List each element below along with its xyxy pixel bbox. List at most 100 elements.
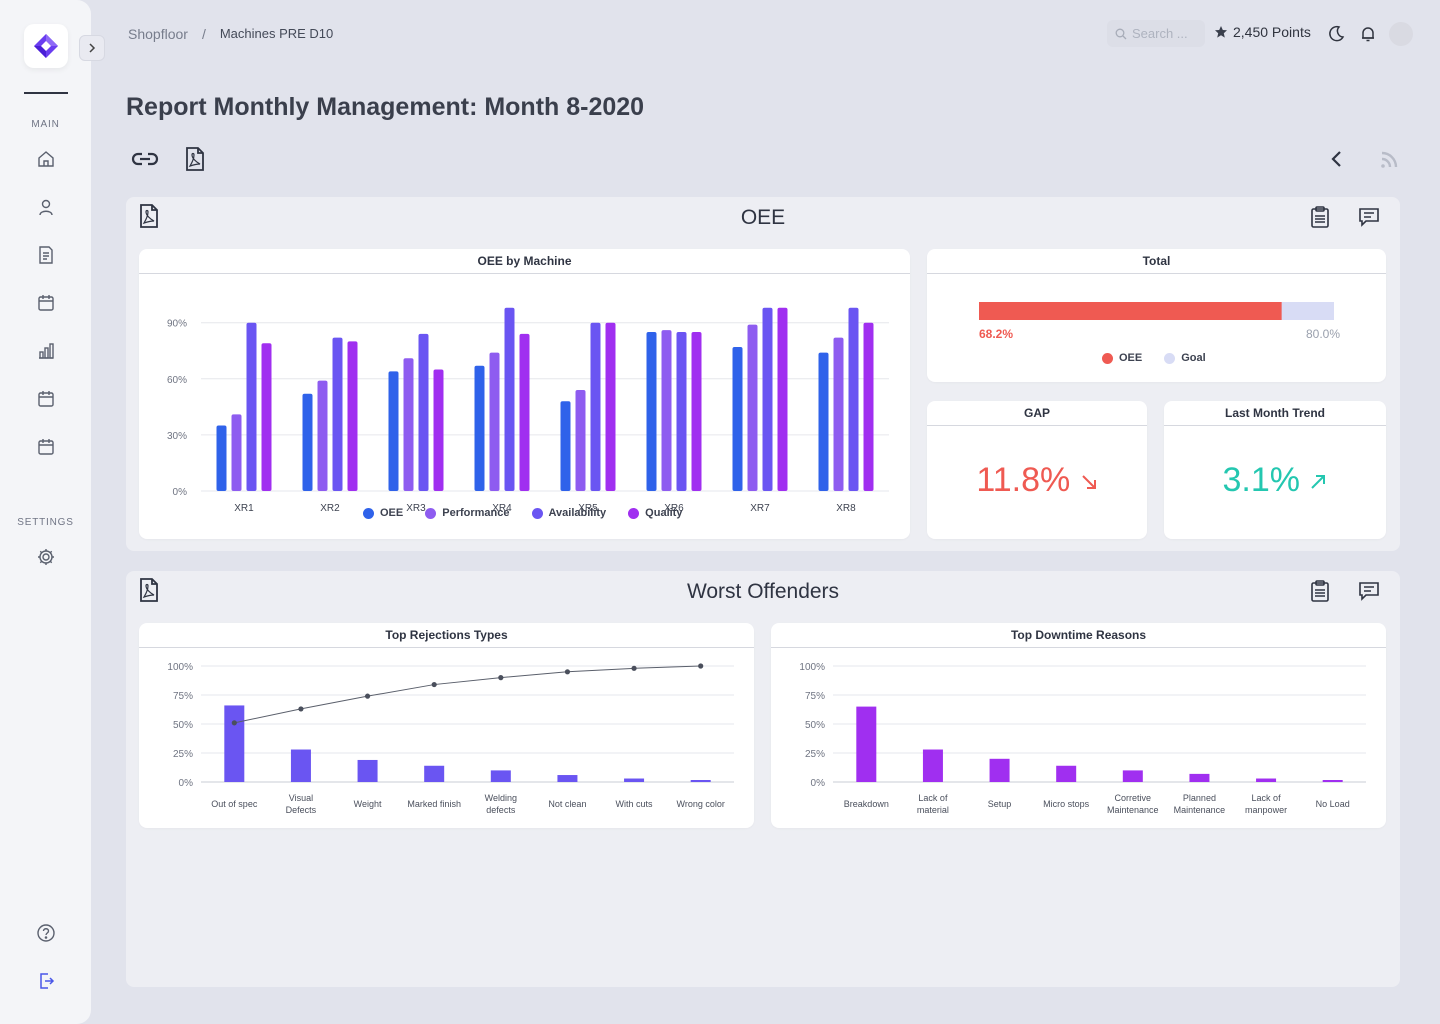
legend-swatch bbox=[425, 507, 437, 519]
breadcrumb: Shopfloor / Machines PRE D10 bbox=[128, 26, 333, 42]
calendar-icon[interactable] bbox=[34, 387, 58, 411]
bar-availability-xr1 bbox=[246, 322, 257, 491]
calendar-icon[interactable] bbox=[34, 435, 58, 459]
search-input[interactable] bbox=[1132, 26, 1202, 41]
cumulative-line bbox=[234, 665, 701, 724]
help-icon[interactable] bbox=[34, 921, 58, 945]
bar-oee-xr8 bbox=[818, 352, 829, 491]
calendar-icon[interactable] bbox=[34, 291, 58, 315]
x-tick-label: XR6 bbox=[664, 503, 684, 514]
bar-visual-defects bbox=[290, 749, 311, 782]
x-tick-label: Lack of bbox=[918, 793, 948, 803]
legend-swatch bbox=[363, 507, 374, 519]
worst-offenders-section: Worst Offenders Top Rejections Types 0% 2… bbox=[126, 571, 1400, 987]
logo[interactable] bbox=[24, 24, 68, 68]
y-tick-label: 30% bbox=[167, 431, 187, 442]
bar-welding-defects bbox=[490, 770, 511, 782]
clipboard-icon[interactable] bbox=[1307, 578, 1333, 604]
dark-mode-icon[interactable] bbox=[1325, 23, 1347, 45]
top-downtime-chart: 0% 25% 50% 75% 100% Breakdown Lack of material S… bbox=[799, 662, 1366, 815]
avatar[interactable] bbox=[1389, 22, 1413, 46]
y-tick-label: 75% bbox=[173, 691, 193, 702]
bar-quality-xr1 bbox=[261, 343, 272, 491]
bar-not-clean bbox=[557, 775, 578, 782]
comment-icon[interactable] bbox=[1356, 578, 1382, 604]
x-tick-label: Not clean bbox=[548, 799, 586, 809]
legend-swatch bbox=[531, 507, 543, 519]
bar-quality-xr4 bbox=[519, 333, 530, 491]
clipboard-icon[interactable] bbox=[1307, 204, 1333, 230]
logo-icon bbox=[34, 34, 58, 58]
comment-icon[interactable] bbox=[1356, 204, 1382, 230]
total-card: Total 68.2% 80.0% OEE Goal bbox=[927, 249, 1386, 382]
legend-oee[interactable]: OEE bbox=[1102, 352, 1142, 364]
pdf-icon[interactable] bbox=[136, 577, 162, 603]
bar-performance-xr5 bbox=[575, 390, 586, 491]
arrow-down-right-icon bbox=[1081, 475, 1096, 489]
pdf-icon[interactable] bbox=[180, 144, 210, 174]
legend-quality[interactable]: Quality bbox=[628, 507, 682, 519]
top-rejections-card: Top Rejections Types 0% 25% 50% 75% 100% Out … bbox=[139, 623, 754, 828]
legend-oee[interactable]: OEE bbox=[363, 507, 403, 519]
link-icon[interactable] bbox=[130, 144, 160, 174]
total-legend: OEE Goal bbox=[1102, 352, 1206, 364]
document-icon[interactable] bbox=[34, 243, 58, 267]
y-tick-label: 0% bbox=[811, 778, 826, 789]
search-icon bbox=[1115, 28, 1127, 39]
bell-icon[interactable] bbox=[1357, 23, 1379, 45]
bar-quality-xr7 bbox=[777, 307, 788, 491]
rss-icon[interactable] bbox=[1374, 145, 1404, 175]
sidebar-expand-button[interactable] bbox=[79, 35, 105, 61]
bar-performance-xr3 bbox=[403, 358, 414, 491]
bar-availability-xr5 bbox=[590, 322, 601, 491]
legend-performance[interactable]: Performance bbox=[425, 507, 510, 519]
bar-performance-xr7 bbox=[747, 324, 758, 491]
legend-swatch bbox=[628, 507, 640, 519]
x-tick-label: XR4 bbox=[492, 503, 512, 514]
bar-availability-xr8 bbox=[848, 307, 859, 491]
bar-weight bbox=[357, 759, 378, 782]
x-tick-label: XR8 bbox=[836, 503, 856, 514]
gap-value-row: 11.8% bbox=[927, 461, 1147, 500]
bar-availability-xr3 bbox=[418, 333, 429, 491]
pdf-icon[interactable] bbox=[136, 203, 162, 229]
y-tick-label: 50% bbox=[805, 720, 825, 731]
y-tick-label: 100% bbox=[167, 662, 193, 673]
x-tick-label: Corretive bbox=[1115, 793, 1152, 803]
top-rejections-chart: 0% 25% 50% 75% 100% Out of spec Visual Defects W… bbox=[167, 662, 734, 815]
x-tick-label: XR1 bbox=[234, 503, 254, 514]
y-tick-label: 25% bbox=[173, 749, 193, 760]
user-icon[interactable] bbox=[34, 195, 58, 219]
cumulative-point bbox=[231, 720, 237, 726]
bar-oee-xr1 bbox=[216, 425, 227, 491]
bar-availability-xr2 bbox=[332, 337, 343, 491]
home-icon[interactable] bbox=[34, 147, 58, 171]
search-box[interactable] bbox=[1107, 20, 1205, 47]
trend-value: 3.1% bbox=[1222, 461, 1301, 499]
bar-performance-xr1 bbox=[231, 414, 242, 491]
x-tick-label: Maintenance bbox=[1107, 805, 1159, 815]
back-icon[interactable] bbox=[1322, 144, 1352, 174]
legend-label: OEE bbox=[380, 507, 404, 519]
bar-marked-finish bbox=[424, 765, 445, 782]
legend-availability[interactable]: Availability bbox=[531, 507, 607, 519]
x-tick-label: Maintenance bbox=[1174, 805, 1226, 815]
y-tick-label: 100% bbox=[799, 662, 825, 673]
x-tick-label: XR3 bbox=[406, 503, 426, 514]
legend-goal[interactable]: Goal bbox=[1164, 352, 1206, 364]
cumulative-point bbox=[564, 669, 571, 675]
settings-icon[interactable] bbox=[34, 545, 58, 569]
bar-out-of-spec bbox=[224, 705, 245, 782]
logout-icon[interactable] bbox=[34, 969, 58, 993]
breadcrumb-root[interactable]: Shopfloor bbox=[128, 26, 188, 42]
bar-quality-xr6 bbox=[691, 332, 702, 491]
cumulative-point bbox=[631, 665, 637, 671]
x-tick-label: Welding bbox=[485, 793, 517, 803]
bar-corretive-maintenance bbox=[1122, 770, 1143, 782]
cumulative-point bbox=[431, 681, 437, 688]
x-tick-label: XR5 bbox=[578, 503, 598, 514]
x-tick-label: XR7 bbox=[750, 503, 770, 514]
x-tick-label: defects bbox=[486, 805, 516, 815]
legend-label: Availability bbox=[548, 507, 607, 519]
bar-chart-icon[interactable] bbox=[34, 339, 58, 363]
